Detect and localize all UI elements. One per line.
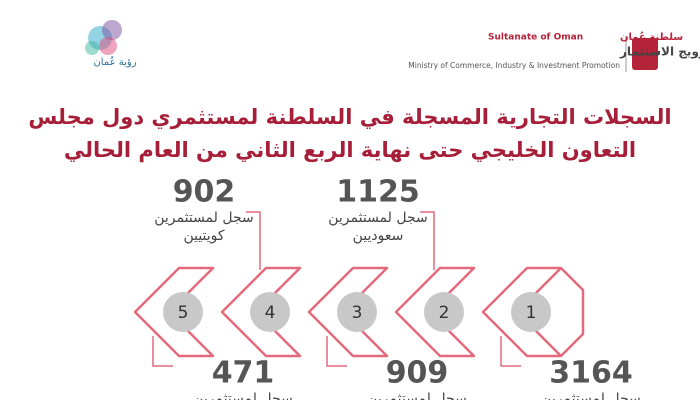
label: سعوديين xyxy=(353,228,404,244)
title-line: السجلات التجارية المسجلة في السلطنة لمست… xyxy=(28,105,671,130)
step-number: 3 xyxy=(352,303,363,323)
step-number: 5 xyxy=(178,303,189,323)
emblem xyxy=(632,38,658,70)
step-number: 4 xyxy=(265,303,276,323)
chevron xyxy=(394,266,476,358)
value: 471 xyxy=(212,356,275,391)
connector xyxy=(420,211,435,270)
step-circle xyxy=(511,292,551,332)
step-number: 1 xyxy=(526,303,537,323)
country-en: Sultanate of Oman xyxy=(488,33,583,43)
ministry-header: Sultanate of Oman سلطنة عُمان وزارة التج… xyxy=(408,31,700,72)
label: سجل لمستثمرين xyxy=(154,210,254,226)
chevron xyxy=(220,266,302,358)
label: سجل لمستثمرين xyxy=(193,391,293,400)
connector xyxy=(246,211,261,270)
ministry-ar: وزارة التجارة والصناعة وترويج الاستثمار xyxy=(619,45,700,60)
step-circle xyxy=(163,292,203,332)
value: 909 xyxy=(386,356,449,391)
value: 3164 xyxy=(549,356,633,391)
label: سجل لمستثمرين xyxy=(541,391,641,400)
vision-text: رؤية عُمان xyxy=(93,56,136,68)
step-number: 2 xyxy=(439,303,450,323)
label: سجل لمستثمرين xyxy=(367,391,467,400)
ministry-en: Ministry of Commerce, Industry & Investm… xyxy=(408,61,620,70)
connector xyxy=(152,336,173,367)
step-circle xyxy=(337,292,377,332)
connector xyxy=(500,336,521,367)
value: 902 xyxy=(173,175,236,210)
chevron-end xyxy=(560,267,585,357)
label: سجل لمستثمرين xyxy=(328,210,428,226)
value: 1125 xyxy=(336,175,420,210)
chevron xyxy=(133,266,215,358)
connector xyxy=(326,336,347,367)
country-ar: سلطنة عُمان xyxy=(620,31,683,43)
step-circle xyxy=(424,292,464,332)
title-line: التعاون الخليجي حتى نهاية الربع الثاني م… xyxy=(64,138,636,162)
step-circle xyxy=(250,292,290,332)
vision-logo: رؤية عُمان xyxy=(85,20,137,68)
chevron xyxy=(307,266,389,358)
label: كويتيين xyxy=(183,228,224,244)
